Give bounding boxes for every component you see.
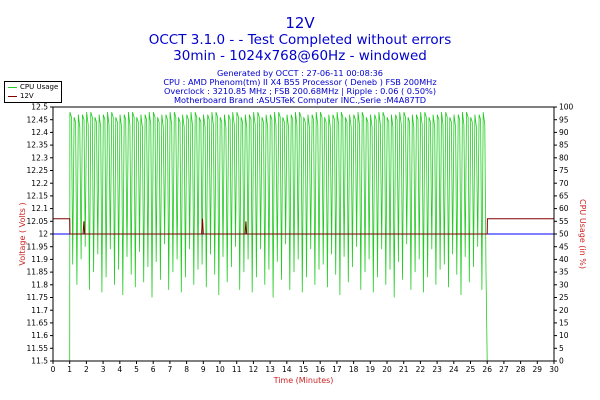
x-tick-label: 24 bbox=[449, 365, 459, 374]
x-tick-label: 30 bbox=[549, 365, 559, 374]
y-left-tick-label: 11.8 bbox=[31, 280, 48, 289]
x-tick-label: 3 bbox=[101, 365, 106, 374]
y-left-tick-label: 12.3 bbox=[31, 153, 48, 162]
x-tick-label: 4 bbox=[117, 365, 122, 374]
y-right-tick-label: 40 bbox=[559, 255, 569, 264]
y-right-tick-label: 70 bbox=[559, 179, 569, 188]
y-right-tick-label: 75 bbox=[559, 166, 569, 175]
y-right-tick-label: 25 bbox=[559, 293, 569, 302]
legend-swatch-cpu-usage bbox=[8, 87, 17, 88]
y-right-tick-label: 65 bbox=[559, 192, 569, 201]
x-tick-label: 9 bbox=[201, 365, 206, 374]
y-left-tick-label: 12.15 bbox=[27, 192, 49, 201]
series-line-cpu-usage bbox=[53, 111, 554, 362]
y-right-tick-label: 5 bbox=[559, 344, 564, 353]
y-left-tick-label: 12 bbox=[38, 230, 48, 239]
y-left-tick-label: 11.55 bbox=[27, 344, 49, 353]
x-tick-label: 28 bbox=[516, 365, 526, 374]
y-right-tick-label: 85 bbox=[559, 141, 569, 150]
y-right-tick-label: 15 bbox=[559, 319, 569, 328]
x-tick-label: 26 bbox=[482, 365, 492, 374]
x-tick-label: 12 bbox=[249, 365, 259, 374]
x-tick-label: 27 bbox=[499, 365, 509, 374]
legend-label-12v: 12V bbox=[20, 92, 34, 100]
y-left-tick-label: 11.7 bbox=[31, 306, 48, 315]
x-tick-label: 13 bbox=[265, 365, 275, 374]
y-left-tick-label: 11.75 bbox=[27, 293, 49, 302]
y-left-tick-label: 12.2 bbox=[31, 179, 48, 188]
y-right-tick-label: 100 bbox=[559, 103, 574, 112]
info-motherboard: Motherboard Brand :ASUSTeK Computer INC.… bbox=[173, 95, 427, 105]
legend: CPU Usage 12V bbox=[4, 81, 62, 103]
legend-item-cpu-usage: CPU Usage bbox=[8, 83, 58, 92]
info-overclock: Overclock : 3210.85 MHz ; FSB 200.68MHz … bbox=[163, 86, 437, 96]
y-right-tick-label: 10 bbox=[559, 331, 569, 340]
x-tick-label: 15 bbox=[299, 365, 309, 374]
info-cpu: CPU : AMD Phenom(tm) II X4 B55 Processor… bbox=[163, 77, 437, 87]
x-tick-label: 16 bbox=[315, 365, 325, 374]
x-tick-label: 21 bbox=[399, 365, 409, 374]
x-tick-label: 22 bbox=[416, 365, 426, 374]
info-generated: Generated by OCCT : 27-06-11 00:08:36 bbox=[216, 68, 384, 78]
chart-subtitle-1: OCCT 3.1.0 - - Test Completed without er… bbox=[148, 32, 452, 48]
legend-label-cpu-usage: CPU Usage bbox=[20, 83, 59, 91]
chart-subtitle-2: 30min - 1024x768@60Hz - windowed bbox=[173, 48, 427, 64]
y-left-tick-label: 12.1 bbox=[31, 204, 48, 213]
y-right-tick-label: 0 bbox=[559, 357, 564, 366]
y-right-tick-label: 60 bbox=[559, 204, 569, 213]
y-left-axis-title: Voltage ( Volts ) bbox=[18, 202, 27, 265]
x-tick-label: 2 bbox=[84, 365, 89, 374]
x-tick-label: 25 bbox=[466, 365, 476, 374]
y-right-tick-label: 50 bbox=[559, 230, 569, 239]
y-right-tick-label: 55 bbox=[559, 217, 569, 226]
y-left-tick-label: 11.85 bbox=[27, 268, 49, 277]
x-tick-label: 0 bbox=[51, 365, 56, 374]
y-left-tick-label: 11.6 bbox=[31, 331, 48, 340]
y-right-tick-label: 95 bbox=[559, 115, 569, 124]
x-tick-label: 8 bbox=[184, 365, 189, 374]
y-left-tick-label: 12.4 bbox=[31, 128, 48, 137]
y-left-tick-label: 12.35 bbox=[27, 141, 49, 150]
y-left-tick-label: 11.5 bbox=[31, 357, 48, 366]
x-tick-label: 20 bbox=[382, 365, 392, 374]
x-tick-label: 10 bbox=[215, 365, 225, 374]
y-right-tick-label: 35 bbox=[559, 268, 569, 277]
y-left-tick-label: 11.9 bbox=[31, 255, 48, 264]
series-line-12v bbox=[53, 218, 554, 235]
y-right-tick-label: 90 bbox=[559, 128, 569, 137]
y-right-tick-label: 30 bbox=[559, 280, 569, 289]
y-right-tick-label: 80 bbox=[559, 153, 569, 162]
y-left-tick-label: 12.05 bbox=[27, 217, 49, 226]
y-right-axis-title: CPU Usage (in %) bbox=[578, 199, 587, 269]
x-tick-label: 18 bbox=[349, 365, 359, 374]
legend-swatch-12v bbox=[8, 96, 17, 97]
y-left-tick-label: 11.95 bbox=[27, 242, 49, 251]
x-tick-label: 5 bbox=[134, 365, 139, 374]
y-right-tick-label: 45 bbox=[559, 242, 569, 251]
x-tick-label: 7 bbox=[168, 365, 173, 374]
y-left-tick-label: 12.25 bbox=[27, 166, 49, 175]
x-tick-label: 17 bbox=[332, 365, 342, 374]
y-left-tick-label: 12.45 bbox=[27, 115, 49, 124]
y-left-tick-label: 12.5 bbox=[31, 103, 48, 112]
chart-title: 12V bbox=[285, 14, 315, 32]
x-tick-label: 23 bbox=[432, 365, 442, 374]
x-axis-title: Time (Minutes) bbox=[273, 376, 334, 385]
x-tick-label: 29 bbox=[533, 365, 543, 374]
x-tick-label: 1 bbox=[67, 365, 72, 374]
y-right-tick-label: 20 bbox=[559, 306, 569, 315]
legend-item-12v: 12V bbox=[8, 92, 34, 101]
y-left-tick-label: 11.65 bbox=[27, 319, 49, 328]
x-tick-label: 19 bbox=[366, 365, 376, 374]
x-tick-label: 6 bbox=[151, 365, 156, 374]
x-tick-label: 11 bbox=[232, 365, 242, 374]
x-tick-label: 14 bbox=[282, 365, 292, 374]
